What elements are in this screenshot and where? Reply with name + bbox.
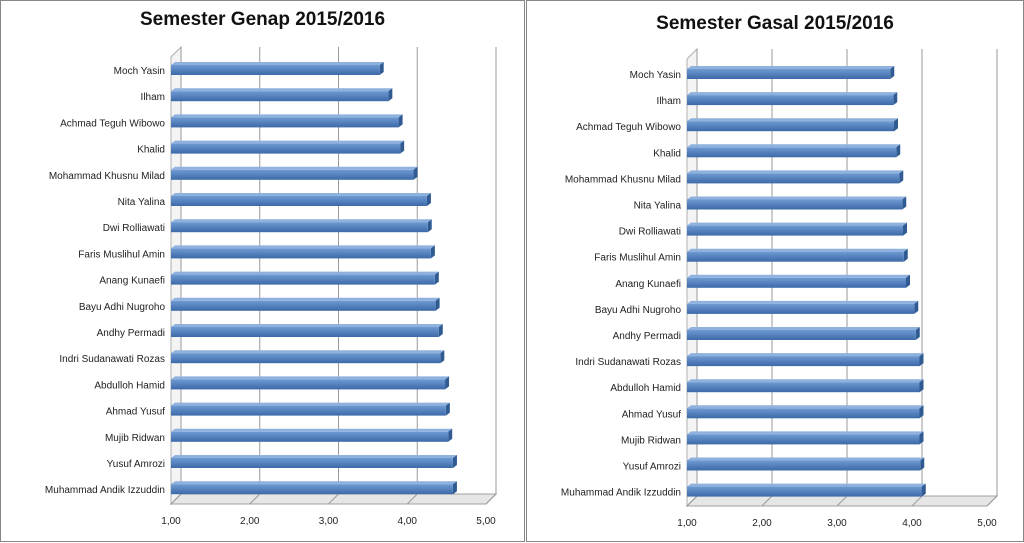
bar-chart-genap: 1,00 2,00 3,00 4,00 5,00 Moch Yasin Ilham Achma… bbox=[45, 45, 498, 527]
x-tick-label: 4,00 bbox=[398, 516, 418, 527]
chart-panel-gasal: Semester Gasal 2015/2016 1,00 2,00 3,00 4,0… bbox=[526, 0, 1024, 542]
category-label: Mujib Ridwan bbox=[621, 435, 681, 446]
category-label: Yusuf Amrozi bbox=[107, 459, 165, 470]
category-label: Ilham bbox=[657, 96, 681, 107]
category-label: Ahmad Yusuf bbox=[622, 409, 682, 420]
category-label: Khalid bbox=[137, 145, 165, 156]
bar bbox=[687, 196, 907, 210]
bar bbox=[687, 66, 895, 79]
bar bbox=[171, 88, 393, 102]
gridline-floor bbox=[406, 493, 418, 505]
bar bbox=[687, 353, 924, 367]
category-label: Nita Yalina bbox=[634, 201, 682, 212]
bar bbox=[687, 170, 904, 184]
x-tick-label: 2,00 bbox=[240, 516, 260, 527]
category-label: Bayu Adhi Nugroho bbox=[595, 305, 682, 316]
bar bbox=[171, 219, 432, 233]
bar bbox=[687, 431, 924, 445]
category-label: Muhammad Andik Izzuddin bbox=[561, 488, 681, 499]
bar bbox=[687, 144, 901, 158]
bar-chart-gasal: 1,00 2,00 3,00 4,00 5,00 Moch Yasin Ilham Achma… bbox=[561, 47, 999, 529]
bar bbox=[171, 62, 384, 75]
category-label: Moch Yasin bbox=[630, 70, 681, 81]
bar bbox=[171, 324, 443, 337]
bar bbox=[171, 376, 450, 390]
bar bbox=[171, 193, 431, 206]
chart-title: Semester Gasal 2015/2016 bbox=[656, 13, 894, 34]
bar bbox=[171, 402, 450, 416]
bar bbox=[171, 271, 439, 285]
category-label: Ilham bbox=[141, 92, 165, 103]
bar bbox=[687, 379, 924, 393]
category-label: Dwi Rolliawati bbox=[103, 223, 165, 234]
x-tick-label: 3,00 bbox=[319, 516, 339, 527]
gridline-floor bbox=[836, 495, 848, 507]
bar bbox=[687, 457, 925, 471]
bar bbox=[687, 300, 919, 314]
bar bbox=[687, 248, 908, 262]
x-tick-label: 5,00 bbox=[977, 518, 997, 529]
category-label: Mohammad Khusnu Milad bbox=[565, 174, 681, 185]
category-label: Ahmad Yusuf bbox=[106, 407, 166, 418]
gridline-floor bbox=[911, 495, 923, 507]
category-label: Muhammad Andik Izzuddin bbox=[45, 485, 165, 496]
x-tick-label: 5,00 bbox=[476, 516, 496, 527]
category-label: Abdulloh Hamid bbox=[94, 380, 165, 391]
bar bbox=[171, 140, 405, 154]
category-label: Khalid bbox=[653, 148, 681, 159]
x-tick-label: 3,00 bbox=[827, 518, 847, 529]
x-tick-label: 1,00 bbox=[677, 518, 697, 529]
category-label: Indri Sudanawati Rozas bbox=[575, 357, 681, 368]
bar bbox=[171, 455, 457, 468]
gridline-floor bbox=[485, 493, 497, 505]
bar bbox=[687, 274, 910, 288]
bar bbox=[171, 428, 453, 442]
bar bbox=[171, 245, 435, 259]
x-tick-label: 2,00 bbox=[752, 518, 772, 529]
category-label: Mujib Ridwan bbox=[105, 433, 165, 444]
gridline-floor bbox=[249, 493, 261, 505]
category-label: Faris Muslihul Amin bbox=[594, 253, 681, 264]
category-label: Abdulloh Hamid bbox=[610, 383, 681, 394]
bar bbox=[171, 114, 403, 128]
category-label: Achmad Teguh Wibowo bbox=[60, 118, 165, 129]
category-label: Bayu Adhi Nugroho bbox=[79, 302, 166, 313]
category-label: Faris Muslihul Amin bbox=[78, 249, 165, 260]
bar bbox=[171, 350, 445, 364]
chart-title: Semester Genap 2015/2016 bbox=[139, 9, 386, 30]
x-tick-label: 4,00 bbox=[902, 518, 922, 529]
category-label: Andhy Permadi bbox=[613, 331, 681, 342]
bar bbox=[687, 405, 924, 419]
gridline-floor bbox=[761, 495, 773, 507]
category-label: Indri Sudanawati Rozas bbox=[59, 354, 165, 365]
x-tick-label: 1,00 bbox=[161, 516, 181, 527]
category-label: Achmad Teguh Wibowo bbox=[576, 122, 681, 133]
category-label: Moch Yasin bbox=[114, 66, 165, 77]
category-label: Anang Kunaefi bbox=[615, 279, 681, 290]
category-label: Andhy Permadi bbox=[97, 328, 165, 339]
category-label: Yusuf Amrozi bbox=[623, 462, 681, 473]
gridline-floor bbox=[170, 493, 182, 505]
bar bbox=[687, 327, 920, 340]
category-label: Dwi Rolliawati bbox=[619, 227, 681, 238]
bar bbox=[171, 166, 418, 180]
bar bbox=[687, 118, 898, 132]
bar bbox=[171, 481, 457, 495]
category-label: Mohammad Khusnu Milad bbox=[49, 171, 165, 182]
bar bbox=[171, 297, 440, 311]
category-label: Anang Kunaefi bbox=[99, 276, 165, 287]
gridline-floor bbox=[986, 495, 998, 507]
bar bbox=[687, 222, 907, 236]
bar bbox=[687, 483, 926, 497]
gridline-floor bbox=[686, 495, 698, 507]
bar bbox=[687, 92, 898, 106]
category-label: Nita Yalina bbox=[118, 197, 166, 208]
chart-panel-genap: Semester Genap 2015/2016 1,00 2,00 3,00 4,0… bbox=[0, 0, 525, 542]
gridline-floor bbox=[328, 493, 339, 505]
